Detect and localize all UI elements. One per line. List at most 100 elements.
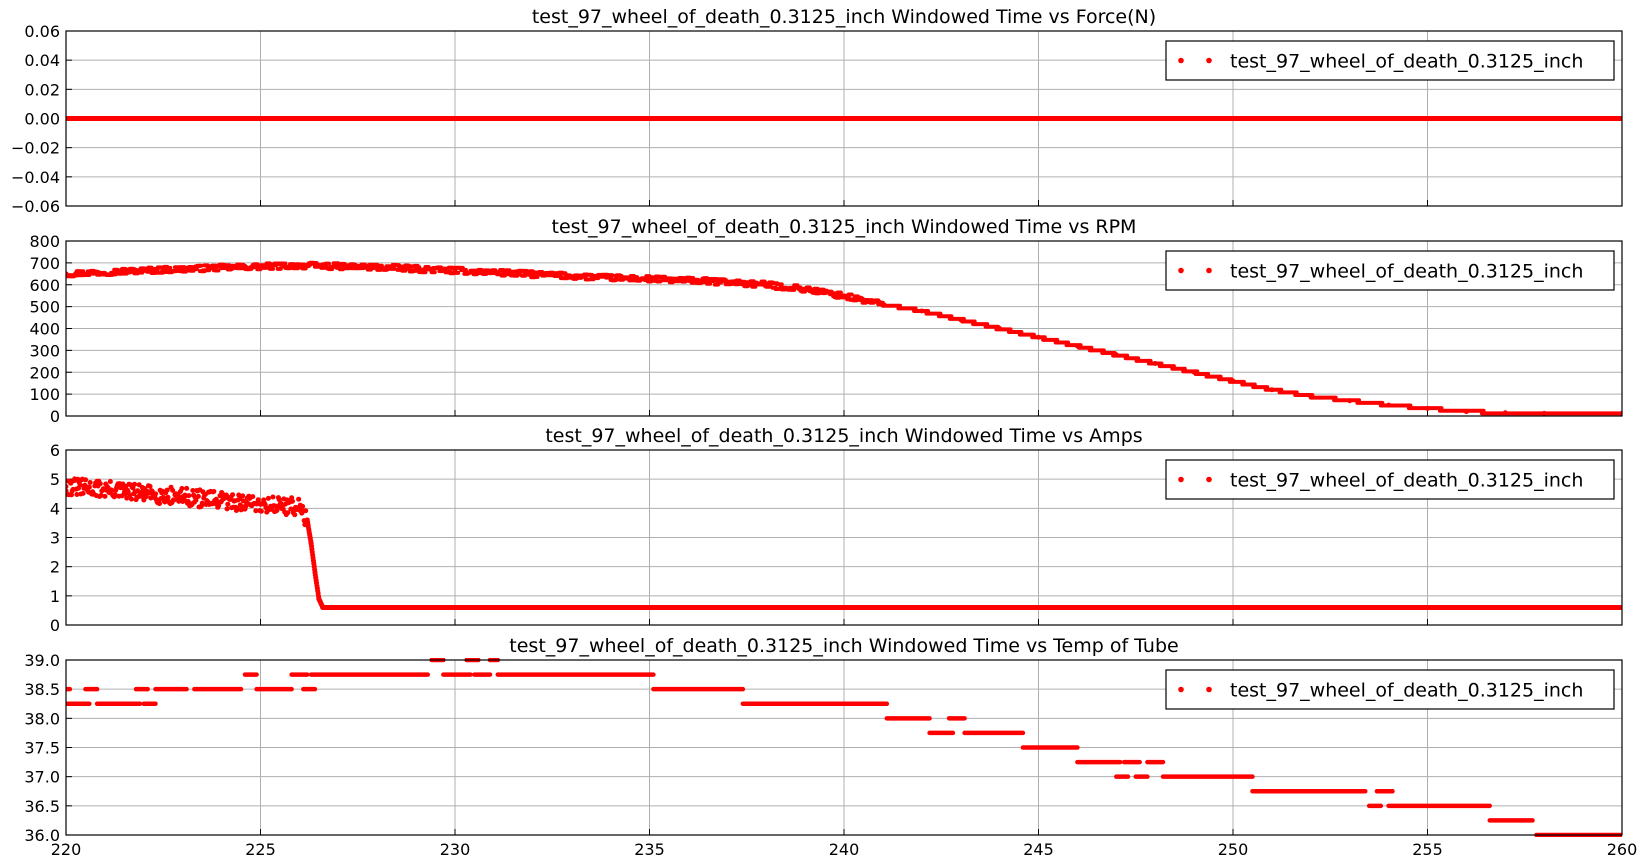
data-point [258, 501, 263, 507]
data-point [1541, 410, 1547, 416]
data-point [1619, 116, 1622, 121]
y-tick-label: 36.5 [24, 797, 60, 816]
data-point [530, 116, 536, 121]
y-tick-label: 0 [50, 616, 60, 635]
chart-panel-1: test_97_wheel_of_death_0.3125_inch Windo… [11, 6, 1623, 216]
y-tick-label: 500 [29, 298, 60, 317]
data-point [841, 605, 847, 610]
data-point [919, 308, 925, 314]
legend-box [1165, 40, 1615, 81]
data-point [1152, 116, 1158, 121]
data-point [1230, 116, 1236, 121]
data-point [1347, 398, 1353, 404]
legend-marker [1206, 476, 1212, 483]
y-tick-label: 37.5 [24, 739, 60, 758]
data-point [1308, 393, 1314, 399]
legend-label: test_97_wheel_of_death_0.3125_inch [1230, 470, 1583, 492]
legend: test_97_wheel_of_death_0.3125_inch [1165, 669, 1615, 710]
y-tick-label: 200 [29, 363, 60, 382]
data-point [1386, 116, 1392, 121]
y-tick-label: 600 [29, 276, 60, 295]
legend-label: test_97_wheel_of_death_0.3125_inch [1230, 680, 1583, 702]
data-series [66, 260, 1622, 416]
y-tick-label: 6 [50, 441, 60, 460]
legend-marker [1178, 267, 1184, 274]
data-point [452, 268, 458, 274]
x-tick-label: 240 [829, 840, 860, 859]
data-point [1074, 116, 1080, 121]
data-point [1425, 405, 1430, 411]
data-point [141, 116, 147, 121]
data-point [1036, 605, 1041, 610]
legend-marker [1178, 476, 1184, 483]
data-point [763, 282, 769, 288]
data-point [763, 116, 769, 121]
data-point [219, 498, 225, 504]
y-tick-label: 1 [50, 587, 60, 606]
x-tick-label: 235 [634, 840, 665, 859]
data-point [919, 116, 925, 121]
data-point [1308, 116, 1314, 121]
legend-marker [1178, 686, 1184, 693]
data-point [997, 116, 1003, 121]
data-point [841, 116, 847, 121]
y-tick-label: 4 [50, 499, 60, 518]
data-point [530, 271, 536, 277]
y-tick-label: 0.02 [24, 80, 60, 99]
data-point [724, 279, 730, 285]
data-point [685, 116, 691, 121]
data-point [1463, 116, 1469, 121]
y-tick-label: 800 [29, 232, 60, 251]
y-tick-label: −0.02 [11, 139, 60, 158]
data-point [304, 517, 310, 523]
data-point [841, 293, 847, 299]
legend-marker [1206, 267, 1212, 274]
data-point [1619, 605, 1622, 610]
chart-title: test_97_wheel_of_death_0.3125_inch Windo… [509, 635, 1178, 657]
chart-title: test_97_wheel_of_death_0.3125_inch Windo… [532, 6, 1156, 28]
data-point [880, 301, 886, 307]
data-point [1074, 343, 1080, 349]
data-point [141, 491, 147, 497]
data-point [802, 286, 808, 292]
data-point [66, 483, 69, 489]
legend-box [1165, 250, 1615, 291]
y-tick-label: 38.5 [24, 680, 60, 699]
data-point [685, 277, 691, 283]
data-point [452, 116, 458, 121]
y-tick-label: 0.06 [24, 22, 60, 41]
y-tick-label: 400 [29, 320, 60, 339]
data-point [374, 264, 380, 270]
x-tick-label: 250 [1218, 840, 1249, 859]
x-tick-label: 230 [440, 840, 471, 859]
x-tick-label: 260 [1607, 840, 1638, 859]
y-tick-label: 39.0 [24, 651, 60, 670]
data-point [296, 116, 302, 121]
y-tick-label: 38.0 [24, 709, 60, 728]
data-point [1463, 409, 1469, 415]
data-point [219, 265, 225, 271]
series-points [66, 476, 309, 528]
data-point [452, 605, 458, 610]
legend-marker [1178, 57, 1184, 64]
chart-panel-2: test_97_wheel_of_death_0.3125_inch Windo… [29, 216, 1623, 426]
y-tick-label: 5 [50, 470, 60, 489]
data-point [66, 116, 69, 121]
y-tick-label: 0.00 [24, 110, 60, 129]
y-tick-label: 2 [50, 558, 60, 577]
data-point [1152, 361, 1158, 366]
data-point [141, 268, 147, 274]
legend-box [1165, 669, 1615, 710]
x-tick-label: 220 [51, 840, 82, 859]
legend: test_97_wheel_of_death_0.3125_inch [1165, 459, 1615, 500]
data-point [316, 596, 322, 602]
x-tick-label: 245 [1023, 840, 1054, 859]
series-drop [304, 517, 326, 610]
x-tick-label: 255 [1412, 840, 1443, 859]
data-point [1502, 410, 1508, 416]
plot-frame [65, 449, 1623, 626]
data-point [608, 116, 614, 121]
data-point [180, 494, 186, 500]
y-tick-label: 3 [50, 529, 60, 548]
